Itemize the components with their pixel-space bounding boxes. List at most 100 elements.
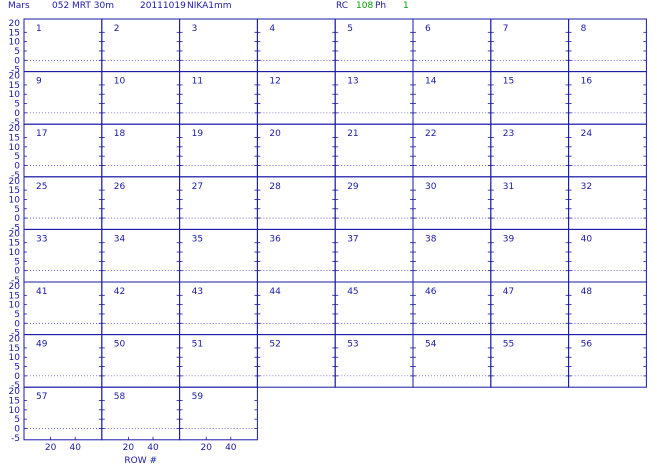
panel-number: 47 — [503, 287, 514, 297]
panel-number: 18 — [114, 129, 126, 139]
y-tick-label: 10 — [9, 195, 21, 205]
panel-number: 39 — [503, 234, 515, 244]
panel-number: 46 — [425, 287, 437, 297]
y-tick-label: 20 — [9, 229, 21, 239]
panel-number: 34 — [114, 234, 126, 244]
panel-number: 35 — [192, 234, 203, 244]
panel-number: 44 — [269, 287, 281, 297]
x-tick-label: 40 — [225, 443, 237, 453]
panel-number: 29 — [347, 182, 359, 192]
panel-number: 27 — [192, 182, 203, 192]
y-tick-label: 0 — [14, 161, 20, 171]
y-tick-label: -5 — [11, 223, 20, 233]
panel-number: 22 — [425, 129, 436, 139]
y-tick-label: 10 — [9, 38, 21, 48]
y-tick-label: 5 — [14, 363, 20, 373]
panel-number: 42 — [114, 287, 125, 297]
panel-number: 13 — [347, 77, 358, 87]
y-tick-label: 10 — [9, 353, 21, 363]
x-axis-label: ROW # — [124, 456, 157, 466]
panel-frame — [179, 386, 258, 441]
panel-number: 41 — [36, 287, 47, 297]
panel-number: 24 — [581, 129, 593, 139]
panel-number: 12 — [269, 77, 280, 87]
panel-number: 26 — [114, 182, 126, 192]
x-tick-label: 20 — [123, 443, 135, 453]
panel-number: 3 — [192, 24, 198, 34]
y-tick-label: 20 — [9, 124, 21, 134]
panel-number: 17 — [36, 129, 47, 139]
y-tick-label: 5 — [14, 47, 20, 57]
panel-number: 32 — [581, 182, 592, 192]
y-tick-label: 5 — [14, 310, 20, 320]
scan-id: 052 MRT 30m — [52, 1, 114, 11]
panel-number: 16 — [581, 77, 593, 87]
panel-number: 57 — [36, 392, 47, 402]
y-tick-label: 10 — [9, 143, 21, 153]
panel-number: 53 — [347, 340, 358, 350]
y-tick-label: 20 — [9, 387, 21, 397]
panel-number: 5 — [347, 24, 353, 34]
panel-number: 50 — [114, 340, 126, 350]
y-tick-label: 10 — [9, 248, 21, 258]
y-tick-label: 15 — [9, 397, 20, 407]
panel-number: 30 — [425, 182, 437, 192]
y-tick-label: 20 — [9, 335, 21, 345]
y-tick-label: -5 — [11, 171, 20, 181]
x-tick-label: 20 — [45, 443, 57, 453]
panel-number: 49 — [36, 340, 48, 350]
panel-number: 38 — [425, 234, 437, 244]
y-tick-label: 15 — [9, 186, 20, 196]
y-tick-label: 20 — [9, 282, 21, 292]
panel-number: 4 — [269, 24, 275, 34]
y-tick-label: 20 — [9, 177, 21, 187]
panel-number: 31 — [503, 182, 514, 192]
panel-number: 8 — [581, 24, 587, 34]
y-tick-label: -5 — [11, 329, 20, 339]
panel-number: 51 — [192, 340, 203, 350]
panel-number: 1 — [36, 24, 42, 34]
panel-number: 56 — [581, 340, 593, 350]
panel-number: 2 — [114, 24, 120, 34]
source-name: Mars — [8, 1, 30, 11]
panel-number: 21 — [347, 129, 358, 139]
y-tick-label: 10 — [9, 406, 21, 416]
panel-number: 52 — [269, 340, 280, 350]
y-tick-label: 5 — [14, 257, 20, 267]
panel-number: 25 — [36, 182, 47, 192]
y-tick-label: 0 — [14, 214, 20, 224]
y-tick-label: 15 — [9, 344, 20, 354]
panel-number: 19 — [192, 129, 204, 139]
y-tick-label: -5 — [11, 276, 20, 286]
y-tick-label: 10 — [9, 301, 21, 311]
y-tick-label: -5 — [11, 434, 20, 444]
y-tick-label: 0 — [14, 372, 20, 382]
y-tick-label: 5 — [14, 100, 20, 110]
panel-number: 23 — [503, 129, 514, 139]
panel-number: 20 — [269, 129, 281, 139]
panel-number: 36 — [269, 234, 281, 244]
panel-number: 55 — [503, 340, 514, 350]
y-tick-label: 0 — [14, 56, 20, 66]
panel-number: 9 — [36, 77, 42, 87]
ph-value: 1 — [403, 1, 409, 11]
y-tick-label: -5 — [11, 66, 20, 76]
y-tick-label: 15 — [9, 81, 20, 91]
panel-number: 10 — [114, 77, 126, 87]
panel-number: 40 — [581, 234, 593, 244]
panel-number: 58 — [114, 392, 126, 402]
ph-label: Ph — [375, 1, 387, 11]
panel-number: 6 — [425, 24, 431, 34]
x-tick-label: 40 — [147, 443, 159, 453]
panel-number: 59 — [192, 392, 204, 402]
panel-number: 15 — [503, 77, 514, 87]
panel-number: 43 — [192, 287, 203, 297]
y-tick-label: 15 — [9, 291, 20, 301]
y-tick-label: 15 — [9, 28, 20, 38]
panel-number: 11 — [192, 77, 203, 87]
y-tick-label: 15 — [9, 134, 20, 144]
y-tick-label: 0 — [14, 109, 20, 119]
y-tick-label: 5 — [14, 205, 20, 215]
y-tick-label: -5 — [11, 118, 20, 128]
